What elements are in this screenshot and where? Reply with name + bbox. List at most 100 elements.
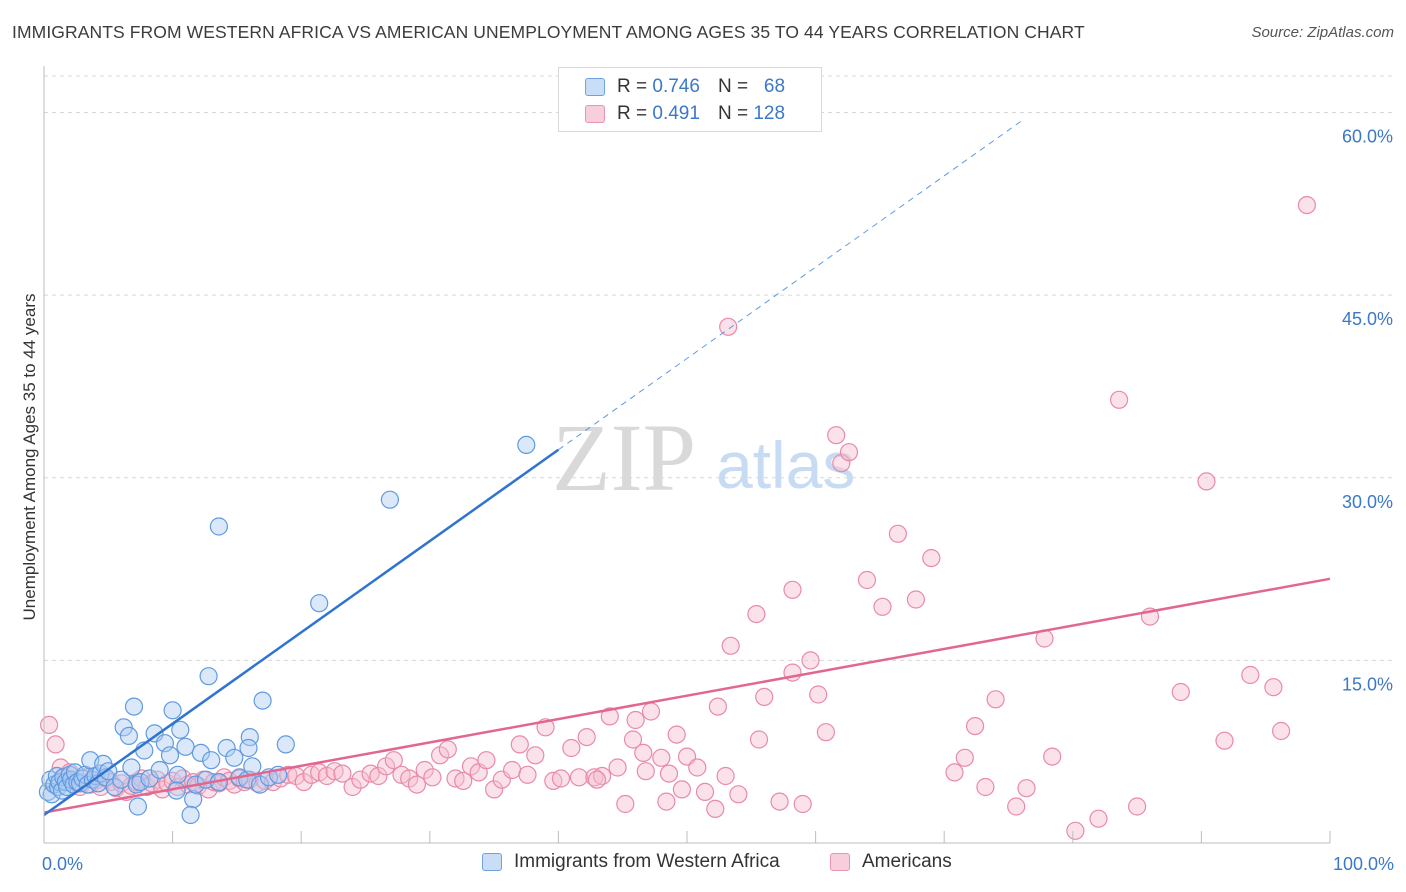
data-point xyxy=(809,685,828,704)
y-axis-label: Unemployment Among Ages 35 to 44 years xyxy=(20,293,39,621)
legend-swatch-pink xyxy=(585,105,605,123)
data-point xyxy=(243,757,262,776)
bottom-legend-immigrants: Immigrants from Western Africa xyxy=(482,851,780,873)
data-point xyxy=(1215,731,1234,750)
bottom-legend-label: Americans xyxy=(862,851,952,872)
y-tick-label: 60.0% xyxy=(1342,127,1393,147)
legend-n-value: 68 xyxy=(763,76,786,97)
data-point xyxy=(1271,721,1291,741)
data-point xyxy=(1197,472,1216,491)
data-point xyxy=(816,723,836,742)
grid xyxy=(44,75,1392,661)
trend-line-immigrants xyxy=(43,448,560,817)
data-point xyxy=(124,697,144,716)
data-point xyxy=(600,707,619,726)
data-point xyxy=(423,768,442,787)
data-point xyxy=(209,517,228,536)
legend-r-label: R = xyxy=(617,103,648,124)
data-point xyxy=(719,317,738,336)
data-point xyxy=(827,426,846,445)
legend-row-immigrants: R = 0.746 N = 68 xyxy=(585,74,785,100)
data-point xyxy=(706,799,725,819)
data-point xyxy=(510,735,529,754)
bottom-legend-americans: Americans xyxy=(830,851,952,873)
trend-line-americans xyxy=(43,577,1331,814)
data-point xyxy=(793,794,812,814)
data-point xyxy=(128,797,147,816)
bottom-legend-swatch-blue xyxy=(482,853,502,871)
data-point xyxy=(407,775,426,794)
data-point xyxy=(636,762,655,781)
data-point xyxy=(343,777,362,797)
data-point xyxy=(783,580,802,599)
data-point xyxy=(616,794,635,814)
data-point xyxy=(652,748,671,767)
chart-title: IMMIGRANTS FROM WESTERN AFRICA VS AMERIC… xyxy=(12,22,1085,42)
data-point xyxy=(755,687,774,707)
data-point xyxy=(1089,809,1108,828)
data-point xyxy=(965,716,985,736)
bottom-legend-label: Immigrants from Western Africa xyxy=(514,851,780,872)
trend-line-immigrants-extension xyxy=(558,120,1022,451)
trend-lines xyxy=(43,120,1331,817)
legend-r-label: R = xyxy=(617,76,648,97)
x-tick-label: 0.0% xyxy=(42,854,83,874)
data-point xyxy=(839,443,859,462)
data-point xyxy=(333,764,352,783)
series-immigrants-points xyxy=(38,435,536,825)
legend-r-value: 0.746 xyxy=(652,76,700,97)
data-point xyxy=(526,746,545,765)
data-point xyxy=(415,760,434,780)
data-point xyxy=(518,765,537,784)
data-point xyxy=(279,765,298,784)
data-point xyxy=(659,764,679,783)
data-point xyxy=(1297,196,1317,215)
data-point xyxy=(569,768,589,787)
data-point xyxy=(191,743,210,763)
data-point xyxy=(1109,390,1129,409)
data-point xyxy=(641,702,661,721)
data-point xyxy=(294,772,313,792)
data-point xyxy=(873,597,892,616)
data-point xyxy=(150,760,169,780)
data-point xyxy=(770,792,789,811)
data-point xyxy=(131,772,150,792)
legend-n-label: N = xyxy=(717,103,749,124)
watermark-atlas: atlas xyxy=(716,428,855,502)
data-point xyxy=(551,769,571,788)
data-point xyxy=(1066,821,1085,840)
data-point xyxy=(585,768,604,787)
data-point xyxy=(608,758,627,777)
data-point xyxy=(749,730,769,749)
data-point xyxy=(202,751,221,770)
y-tick-label: 45.0% xyxy=(1342,309,1393,329)
data-point xyxy=(587,770,607,789)
data-point xyxy=(623,730,643,749)
data-point xyxy=(46,735,65,754)
data-point xyxy=(716,766,735,786)
data-point xyxy=(1264,678,1283,697)
data-point xyxy=(454,771,473,791)
data-point xyxy=(945,763,964,782)
bottom-legend-swatch-pink xyxy=(830,853,850,871)
x-tick-label: 100.0% xyxy=(1333,854,1394,874)
legend-r-value: 0.491 xyxy=(652,103,700,124)
correlation-legend: R = 0.746 N = 68 R = 0.491 N = 128 xyxy=(558,67,822,132)
watermark-zip: ZIP xyxy=(552,404,696,511)
data-point xyxy=(657,792,676,811)
data-point xyxy=(276,735,295,754)
data-point xyxy=(39,715,59,735)
data-point xyxy=(801,651,820,670)
data-point xyxy=(672,780,692,799)
data-point xyxy=(721,636,740,655)
data-point xyxy=(163,701,182,720)
data-point xyxy=(747,604,766,624)
data-point xyxy=(119,726,138,746)
data-point xyxy=(225,748,244,767)
data-point xyxy=(626,710,645,730)
data-point xyxy=(351,770,370,789)
data-point xyxy=(114,718,133,737)
data-point xyxy=(634,743,653,763)
data-point xyxy=(986,690,1005,709)
data-point xyxy=(199,667,218,686)
